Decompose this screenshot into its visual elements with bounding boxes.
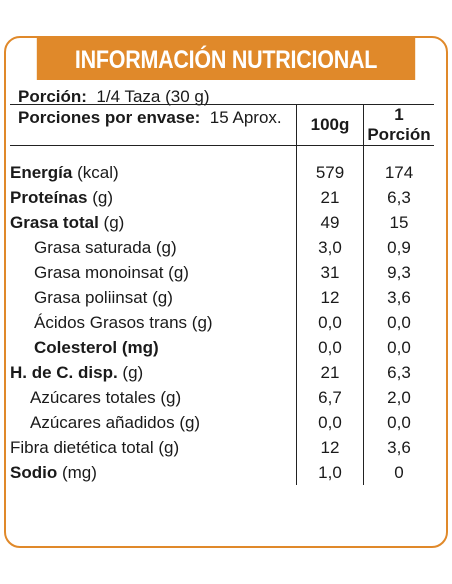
nutrient-label: Proteínas (10, 188, 88, 207)
value-portion: 2,0 (363, 385, 434, 410)
value-portion: 0,0 (363, 335, 434, 360)
nutrient-label: Colesterol (mg) (34, 338, 159, 357)
nutrient-unit: (g) (103, 213, 125, 232)
table-row: Sodio (mg) 1,0 0 (10, 460, 434, 485)
table-header-row: 100g 1 Porción (10, 104, 434, 146)
table-row: Proteínas (g) 21 6,3 (10, 185, 434, 210)
nutrient-label: Grasa monoinsat (g) (34, 263, 189, 282)
value-100g: 12 (296, 435, 364, 460)
nutrient-name: Energía (kcal) (10, 160, 297, 185)
nutrient-label: Sodio (10, 463, 58, 482)
table-row: Grasa total (g) 49 15 (10, 210, 434, 235)
value-100g: 49 (296, 210, 364, 235)
nutrient-label: Grasa saturada (g) (34, 238, 177, 257)
value-100g: 21 (296, 360, 364, 385)
nutrient-name: Azúcares añadidos (g) (10, 410, 297, 435)
nutrient-unit: (kcal) (77, 163, 119, 182)
value-portion: 3,6 (363, 285, 434, 310)
value-portion: 15 (363, 210, 434, 235)
table-row: Fibra dietética total (g) 12 3,6 (10, 435, 434, 460)
value-100g: 12 (296, 285, 364, 310)
nutrient-name: Ácidos Grasos trans (g) (10, 310, 297, 335)
nutrient-name: Grasa saturada (g) (10, 235, 297, 260)
nutrient-unit: (g) (122, 363, 144, 382)
portion-value: 1/4 Taza (30 g) (96, 87, 210, 106)
nutrient-name: H. de C. disp. (g) (10, 360, 297, 385)
nutrient-label: H. de C. disp. (10, 363, 118, 382)
table-row: Colesterol (mg) 0,0 0,0 (10, 335, 434, 360)
nutrient-label: Energía (10, 163, 73, 182)
nutrient-name: Proteínas (g) (10, 185, 297, 210)
table-row: Energía (kcal) 579 174 (10, 160, 434, 185)
nutrient-name: Grasa total (g) (10, 210, 297, 235)
value-100g: 31 (296, 260, 364, 285)
nutrient-name: Grasa monoinsat (g) (10, 260, 297, 285)
portion-line: Porción: 1/4 Taza (30 g) (18, 86, 434, 107)
table-row: Azúcares añadidos (g) 0,0 0,0 (10, 410, 434, 435)
value-100g: 21 (296, 185, 364, 210)
header-blank (10, 104, 297, 146)
table-row: Grasa saturada (g) 3,0 0,9 (10, 235, 434, 260)
table-row: Azúcares totales (g) 6,7 2,0 (10, 385, 434, 410)
nutrient-unit: (mg) (61, 463, 97, 482)
nutrient-label: Fibra dietética total (g) (10, 438, 180, 457)
value-100g: 6,7 (296, 385, 364, 410)
nutrient-name: Azúcares totales (g) (10, 385, 297, 410)
nutrient-label: Azúcares totales (g) (30, 388, 182, 407)
nutrient-label: Grasa total (10, 213, 99, 232)
table-row: Ácidos Grasos trans (g) 0,0 0,0 (10, 310, 434, 335)
value-100g: 1,0 (296, 460, 364, 485)
value-100g: 3,0 (296, 235, 364, 260)
nutrient-label: Azúcares añadidos (g) (30, 413, 201, 432)
nutrient-name: Colesterol (mg) (10, 335, 297, 360)
value-portion: 6,3 (363, 360, 434, 385)
table-row: Grasa monoinsat (g) 31 9,3 (10, 260, 434, 285)
value-100g: 0,0 (296, 310, 364, 335)
value-100g: 0,0 (296, 410, 364, 435)
nutrition-title: INFORMACIÓN NUTRICIONAL (36, 38, 416, 80)
table-spacer (10, 145, 434, 160)
nutrition-table: 100g 1 Porción Energía (kcal) 579 174 Prote… (10, 104, 434, 485)
table-row: H. de C. disp. (g) 21 6,3 (10, 360, 434, 385)
value-portion: 174 (363, 160, 434, 185)
value-portion: 3,6 (363, 435, 434, 460)
nutrient-label: Ácidos Grasos trans (g) (34, 313, 213, 332)
nutrient-label: Grasa poliinsat (g) (34, 288, 173, 307)
value-portion: 9,3 (363, 260, 434, 285)
nutrient-name: Fibra dietética total (g) (10, 435, 297, 460)
nutrient-name: Sodio (mg) (10, 460, 297, 485)
value-portion: 0,9 (363, 235, 434, 260)
nutrient-unit: (g) (92, 188, 113, 207)
value-100g: 579 (296, 160, 364, 185)
value-100g: 0,0 (296, 335, 364, 360)
nutrient-name: Grasa poliinsat (g) (10, 285, 297, 310)
value-portion: 6,3 (363, 185, 434, 210)
value-portion: 0 (363, 460, 434, 485)
portion-label: Porción: (18, 87, 87, 106)
table-row: Grasa poliinsat (g) 12 3,6 (10, 285, 434, 310)
header-portion: 1 Porción (363, 104, 434, 146)
value-portion: 0,0 (363, 310, 434, 335)
header-100g: 100g (296, 104, 364, 146)
value-portion: 0,0 (363, 410, 434, 435)
